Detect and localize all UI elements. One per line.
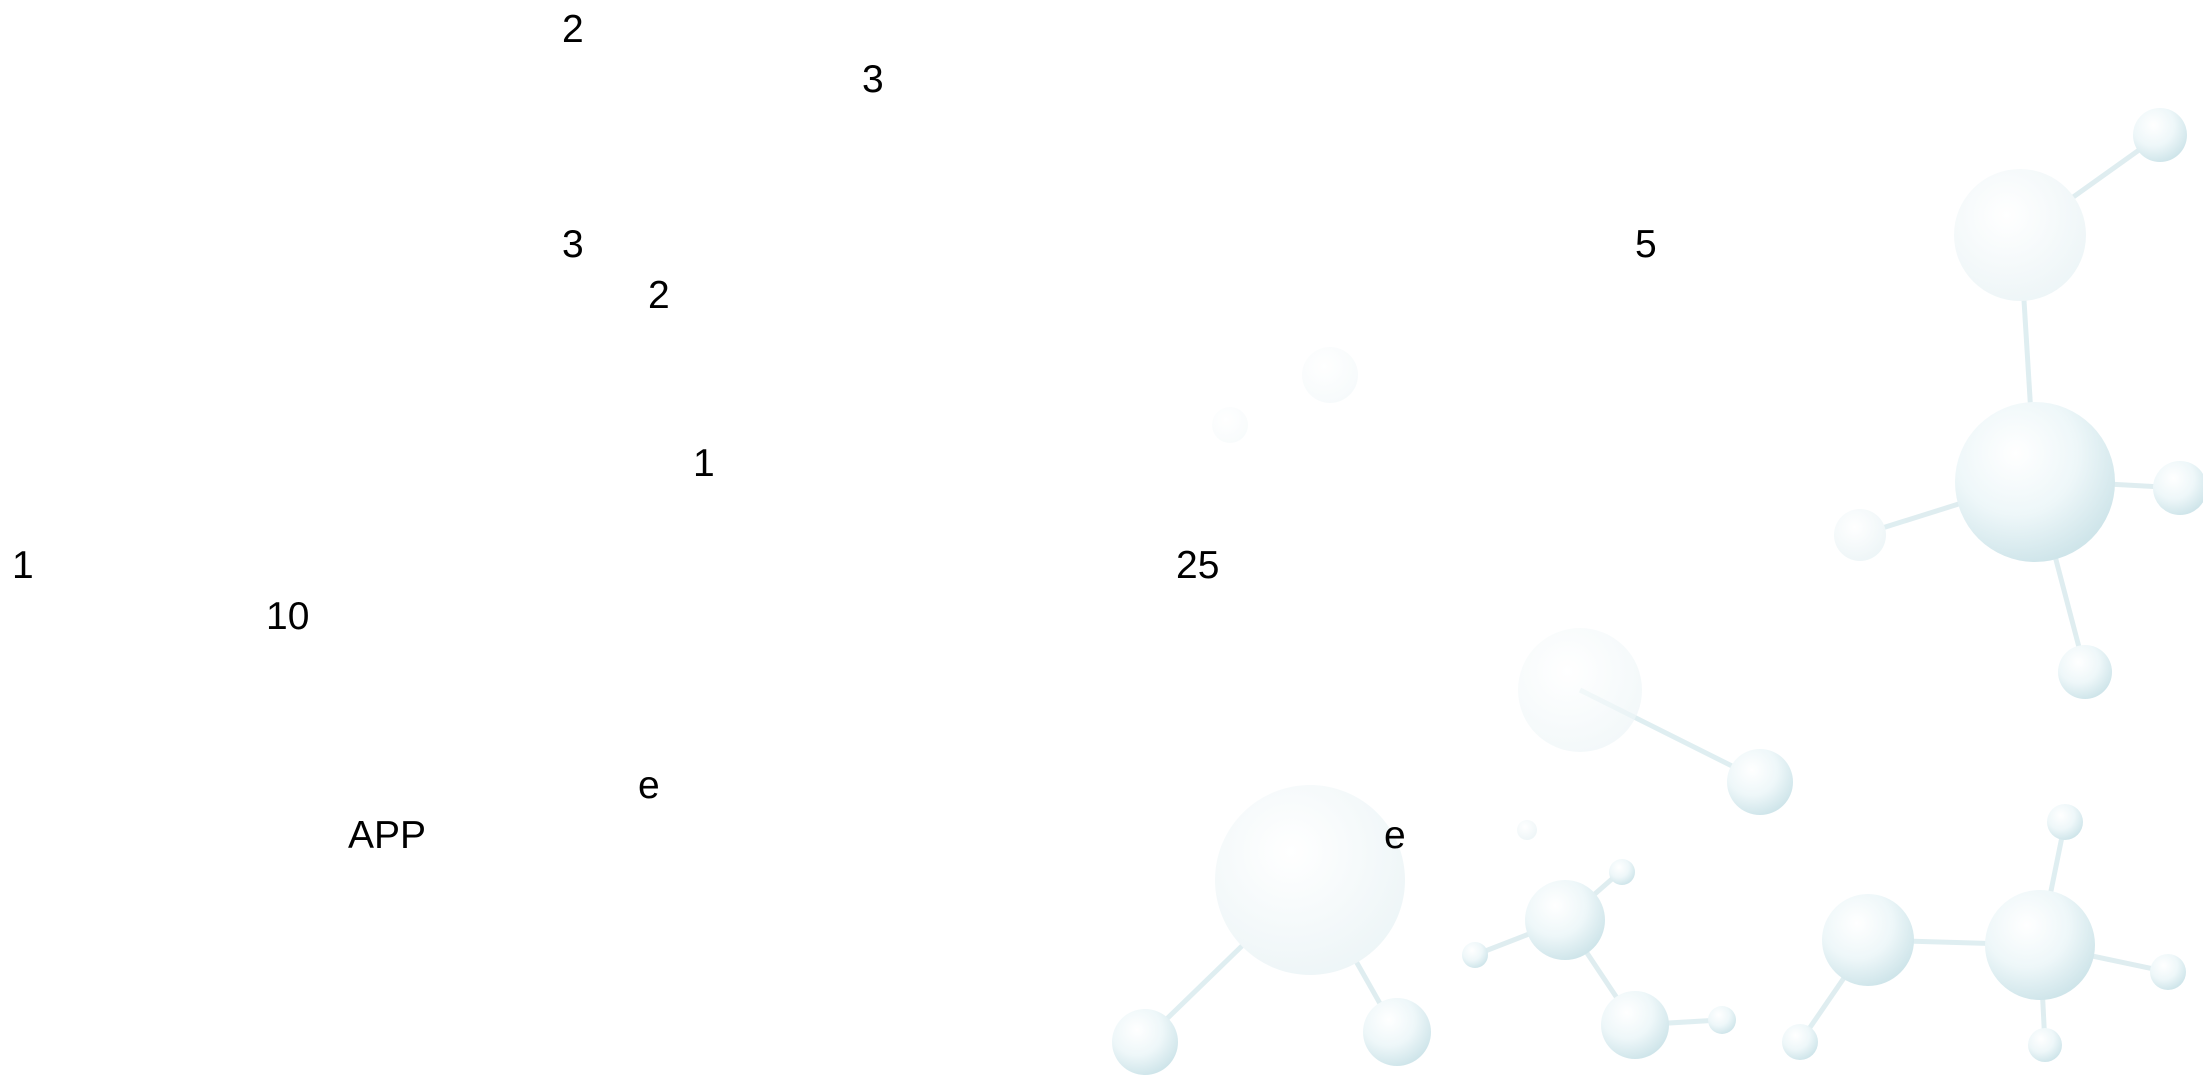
text-fragment: 1	[12, 544, 34, 587]
sphere	[1954, 169, 2086, 301]
sphere	[2150, 954, 2186, 990]
text-fragment: 3	[562, 223, 584, 266]
sphere	[2133, 108, 2187, 162]
sphere	[2047, 804, 2083, 840]
text-fragment: 1	[693, 442, 715, 485]
sphere	[1985, 890, 2095, 1000]
sphere	[1782, 1024, 1818, 1060]
sphere	[2058, 645, 2112, 699]
sphere	[1112, 1009, 1178, 1075]
sphere	[1708, 1006, 1736, 1034]
sphere	[2028, 1028, 2062, 1062]
text-fragment: 2	[562, 8, 584, 51]
text-fragment: e	[638, 764, 660, 807]
text-fragment: 2	[648, 274, 670, 317]
sphere	[1212, 407, 1248, 443]
sphere	[1462, 942, 1488, 968]
sphere	[1609, 859, 1635, 885]
sphere	[1518, 628, 1642, 752]
sphere	[1215, 785, 1405, 975]
text-fragment: e	[1384, 814, 1406, 857]
sphere	[1525, 880, 1605, 960]
sphere	[1727, 749, 1793, 815]
text-fragment: 25	[1176, 544, 1220, 587]
sphere	[1955, 402, 2115, 562]
sphere	[1601, 991, 1669, 1059]
molecule-spheres	[1112, 108, 2203, 1075]
text-fragment: 10	[266, 595, 310, 638]
text-fragment: 3	[862, 58, 884, 101]
text-fragment: APP	[348, 814, 427, 857]
text-fragment: 5	[1635, 223, 1657, 266]
sphere	[2153, 461, 2203, 515]
sphere	[1302, 347, 1358, 403]
sphere	[1822, 894, 1914, 986]
sphere	[1363, 998, 1431, 1066]
sphere	[1834, 509, 1886, 561]
sphere	[1517, 820, 1537, 840]
